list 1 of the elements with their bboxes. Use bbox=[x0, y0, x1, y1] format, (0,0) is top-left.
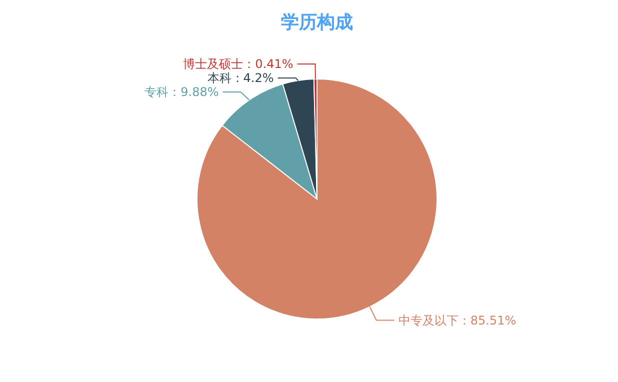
title: 学历构成 bbox=[281, 12, 353, 33]
